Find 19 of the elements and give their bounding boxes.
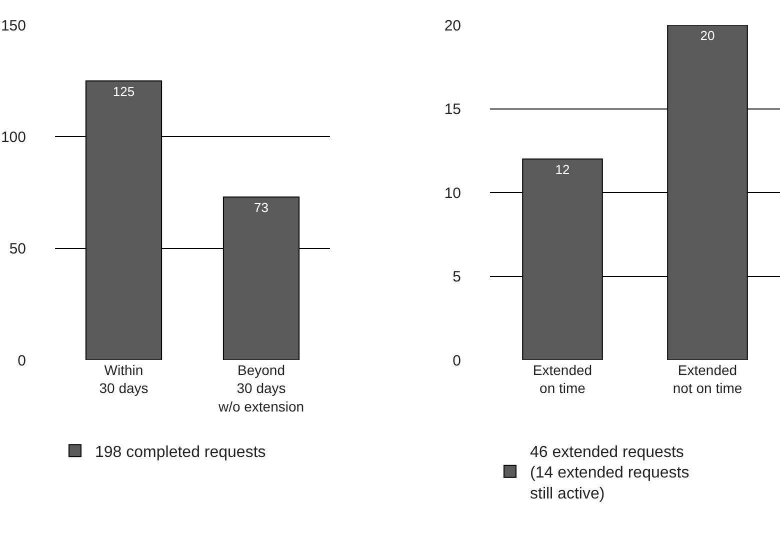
y-tick-label: 0 [452, 352, 461, 370]
x-tick-label: Within 30 days [99, 362, 148, 396]
y-tick-label: 150 [0, 17, 26, 34]
y-tick-label: 15 [444, 101, 461, 118]
y-tick-label: 20 [444, 17, 461, 34]
y-tick-label: 5 [452, 268, 461, 286]
y-tick-label: 100 [0, 128, 26, 146]
legend-label: 46 extended requests (14 extended requests still active) [530, 444, 690, 502]
x-tick-label: Extended not on time [672, 362, 742, 396]
y-tick-label: 0 [18, 352, 26, 370]
y-tick-label: 50 [9, 240, 26, 258]
data-label: 73 [254, 200, 268, 215]
legend-label: 198 completed requests [95, 444, 266, 461]
x-tick-label: Beyond 30 days w/o extension [217, 362, 304, 414]
data-label: 12 [555, 162, 570, 177]
y-tick-label: 10 [444, 184, 461, 202]
data-label: 20 [700, 28, 715, 43]
x-tick-label: Extended on time [532, 362, 592, 396]
data-label: 125 [112, 84, 135, 99]
